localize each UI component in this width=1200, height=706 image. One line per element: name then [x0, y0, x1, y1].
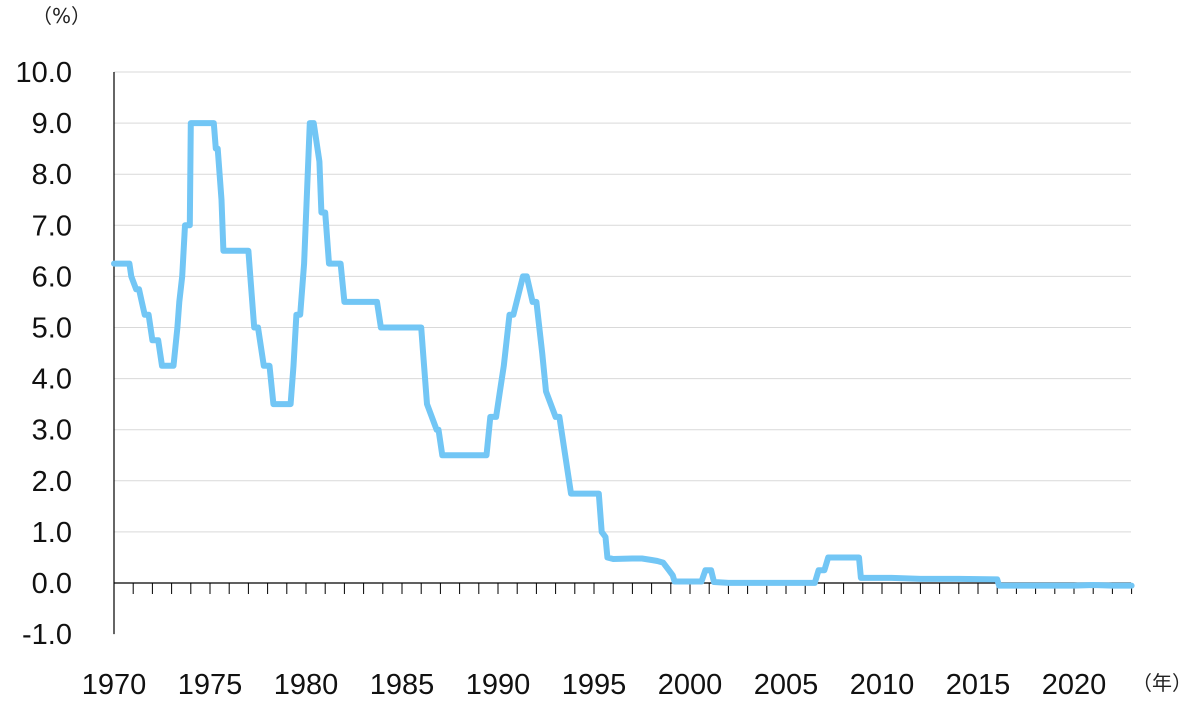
x-tick-label: 1980	[274, 669, 339, 701]
x-tick-label: 1995	[562, 669, 627, 701]
x-tick-label: 1990	[466, 669, 531, 701]
y-axis-tick-labels: 10.0 9.0 8.0 7.0 6.0 5.0 4.0 3.0 2.0 1.0 0.0 -1.0	[16, 57, 72, 651]
x-tick-label: 2010	[850, 669, 915, 701]
y-tick-label: 8.0	[32, 159, 72, 191]
y-tick-label: 7.0	[32, 210, 72, 242]
y-tick-label: -1.0	[22, 619, 72, 651]
y-tick-label: 4.0	[32, 364, 72, 396]
y-tick-label: 0.0	[32, 568, 72, 600]
y-tick-label: 5.0	[32, 313, 72, 345]
y-tick-label: 3.0	[32, 415, 72, 447]
axes	[113, 72, 1133, 635]
x-tick-label: 2020	[1042, 669, 1107, 701]
y-tick-label: 10.0	[16, 57, 72, 89]
series-line	[111, 120, 1135, 589]
x-axis-unit-label: （年）	[1132, 671, 1192, 695]
x-tick-label: 2000	[658, 669, 723, 701]
y-tick-label: 9.0	[32, 108, 72, 140]
x-tick-label: 2015	[946, 669, 1011, 701]
x-tick-label: 2005	[754, 669, 819, 701]
x-tick-label: 1985	[370, 669, 435, 701]
x-tick-label: 1975	[178, 669, 243, 701]
y-tick-label: 6.0	[32, 261, 72, 293]
x-tick-label: 1970	[82, 669, 147, 701]
gridlines	[114, 71, 1131, 533]
x-axis-tick-labels: 1970 1975 1980 1985 1990 1995 2000 2005 2010 2015…	[82, 669, 1107, 701]
series	[111, 120, 1135, 589]
y-tick-label: 1.0	[32, 517, 72, 549]
y-axis-unit-label: （%）	[32, 4, 91, 28]
y-tick-label: 2.0	[32, 466, 72, 498]
